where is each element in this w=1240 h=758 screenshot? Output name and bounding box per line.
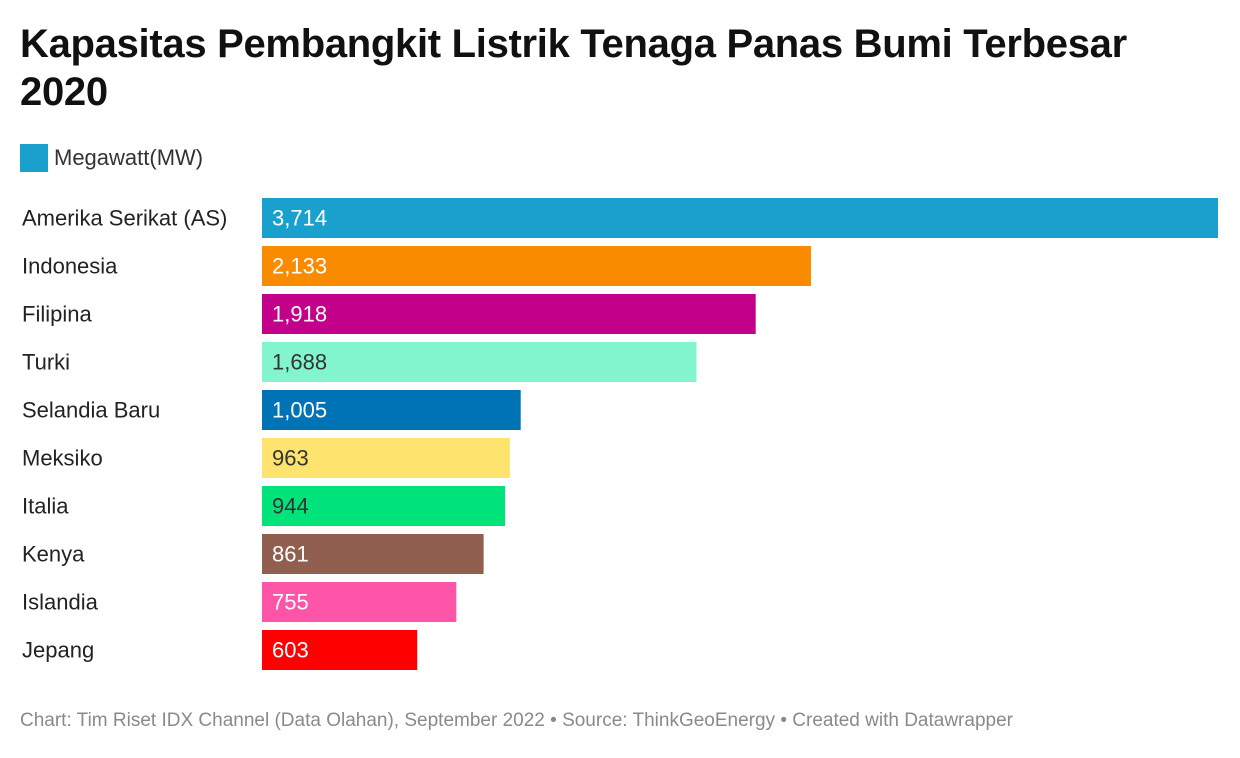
value-label: 1,005: [272, 398, 327, 423]
category-label: Filipina: [22, 302, 92, 327]
bars-group: Amerika Serikat (AS) 3,714 Indonesia 2,133 F…: [22, 198, 1218, 670]
value-label: 944: [272, 494, 309, 519]
category-label: Turki: [22, 350, 70, 375]
bar: [262, 198, 1218, 238]
category-label: Italia: [22, 494, 69, 519]
bar: [262, 390, 521, 430]
bar: [262, 582, 457, 622]
value-label: 963: [272, 446, 309, 471]
category-label: Meksiko: [22, 446, 103, 471]
value-label: 603: [272, 638, 309, 663]
value-label: 3,714: [272, 206, 327, 231]
bar: [262, 534, 484, 574]
legend-label: Megawatt(MW): [54, 145, 204, 170]
category-label: Islandia: [22, 590, 99, 615]
chart-title: Kapasitas Pembangkit Listrik Tenaga Pana…: [20, 22, 1127, 114]
bar: [262, 486, 505, 526]
bar: [262, 438, 510, 478]
category-label: Selandia Baru: [22, 398, 160, 423]
bar: [262, 246, 812, 286]
bar: [262, 294, 756, 334]
legend-swatch: [20, 144, 48, 172]
category-label: Indonesia: [22, 254, 118, 279]
value-label: 861: [272, 542, 309, 567]
value-label: 755: [272, 590, 309, 615]
value-label: 1,918: [272, 302, 327, 327]
category-label: Jepang: [22, 638, 94, 663]
category-label: Kenya: [22, 542, 85, 567]
bar-chart: Amerika Serikat (AS) 3,714 Indonesia 2,133 F…: [22, 198, 1218, 670]
category-label: Amerika Serikat (AS): [22, 206, 227, 231]
bar: [262, 630, 418, 670]
value-label: 1,688: [272, 350, 327, 375]
chart-footer: Chart: Tim Riset IDX Channel (Data Olaha…: [20, 710, 1013, 731]
legend: Megawatt(MW): [20, 144, 203, 172]
value-label: 2,133: [272, 254, 327, 279]
bar: [262, 342, 697, 382]
